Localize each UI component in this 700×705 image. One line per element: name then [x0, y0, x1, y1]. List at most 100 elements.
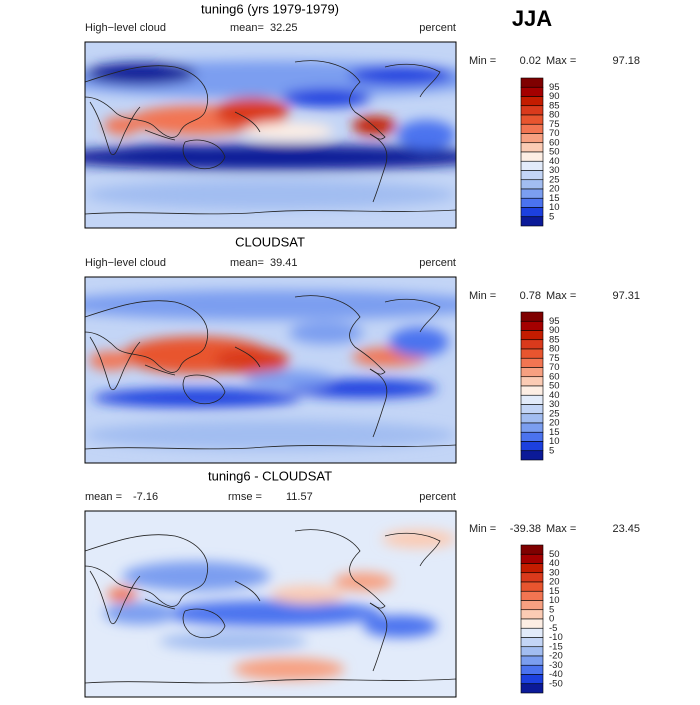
colorbar-box — [520, 216, 544, 227]
variable-label: High−level cloud — [85, 22, 166, 34]
colorbar-box — [520, 683, 544, 694]
cloud-region — [85, 62, 197, 85]
cloud-region — [159, 631, 308, 651]
colorbar-label: 10 — [549, 595, 560, 606]
colorbar-box — [520, 431, 544, 442]
colorbar-box — [520, 86, 544, 97]
colorbar-label: 60 — [549, 371, 560, 382]
colorbar-label: 90 — [549, 91, 560, 102]
colorbar-box — [520, 618, 544, 629]
colorbar-label: 25 — [549, 174, 560, 185]
colorbar-label: -5 — [549, 623, 557, 634]
cloud-region — [103, 602, 178, 625]
map-field — [85, 42, 456, 228]
cloud-region — [396, 120, 456, 150]
min-value: 0.78 — [520, 290, 541, 302]
colorbar-box — [520, 553, 544, 564]
colorbar-label: 40 — [549, 156, 560, 167]
colorbar-label: 85 — [549, 100, 560, 111]
colorbar-label: 75 — [549, 119, 560, 130]
map-field — [85, 277, 456, 463]
colorbar-label: -20 — [549, 651, 563, 662]
cloud-region — [363, 615, 438, 638]
colorbar-box — [520, 609, 544, 620]
colorbar-box — [520, 357, 544, 368]
stat-value: 11.57 — [286, 491, 313, 503]
colorbar-box — [520, 348, 544, 359]
colorbar-box — [520, 563, 544, 574]
colorbar-label: -50 — [549, 678, 563, 689]
colorbar-label: 10 — [549, 436, 560, 447]
colorbar-label: 95 — [549, 82, 560, 93]
map-blobs — [85, 290, 456, 450]
min-label: Min = — [469, 290, 496, 302]
colorbar-label: 70 — [549, 128, 560, 139]
panel: CLOUDSAT High−level cloud mean= 39.41 percen… — [84, 234, 640, 464]
colorbar-box — [520, 339, 544, 350]
max-value: 97.31 — [612, 290, 640, 302]
colorbar-box — [520, 207, 544, 218]
cloud-region — [85, 290, 456, 320]
colorbar-box — [520, 96, 544, 107]
colorbar-box — [520, 404, 544, 415]
cloud-region — [289, 321, 364, 344]
colorbar-box — [520, 590, 544, 601]
colorbar-box — [520, 179, 544, 190]
colorbar-box — [520, 188, 544, 199]
colorbar-label: 90 — [549, 325, 560, 336]
stat-label: mean= — [230, 22, 264, 34]
stat-label: mean = — [85, 491, 122, 503]
colorbar-box — [520, 320, 544, 331]
colorbar-label: 15 — [549, 427, 560, 438]
season-title: JJA — [512, 6, 552, 31]
colorbar-box — [520, 197, 544, 208]
colorbar-label: 40 — [549, 558, 560, 569]
colorbar-label: 5 — [549, 445, 554, 456]
map-frame — [84, 510, 457, 698]
max-label: Max = — [546, 55, 576, 67]
map-frame — [84, 41, 457, 229]
colorbar-label: 70 — [549, 362, 560, 373]
cloud-region — [103, 144, 252, 163]
colorbar-label: 85 — [549, 334, 560, 345]
stat-value: 39.41 — [270, 257, 298, 269]
colorbar-label: -30 — [549, 660, 563, 671]
colorbar-label: 15 — [549, 586, 560, 597]
cloud-region — [103, 116, 141, 135]
colorbar-box — [520, 77, 544, 88]
colorbar-box — [520, 311, 544, 322]
colorbar-box — [520, 330, 544, 341]
cloud-region — [85, 420, 456, 450]
colorbar-label: 30 — [549, 165, 560, 176]
cloud-region — [352, 116, 397, 135]
panel-title: tuning6 (yrs 1979-1979) — [201, 1, 339, 16]
max-label: Max = — [546, 523, 576, 535]
max-value: 97.18 — [612, 55, 640, 67]
units-label: percent — [419, 491, 456, 503]
cloud-region — [107, 587, 137, 603]
colorbar-label: -15 — [549, 641, 563, 652]
colorbar-box — [520, 367, 544, 378]
min-value: 0.02 — [520, 55, 541, 67]
cloud-region — [281, 88, 371, 108]
colorbar-label: 95 — [549, 316, 560, 327]
cloud-region — [214, 347, 290, 374]
colorbar-label: 30 — [549, 567, 560, 578]
panel: tuning6 (yrs 1979-1979) High−level cloud m… — [84, 1, 640, 229]
colorbar-label: 80 — [549, 110, 560, 121]
colorbar-label: 80 — [549, 344, 560, 355]
cloud-region — [233, 657, 345, 681]
colorbar-box — [520, 413, 544, 424]
cloud-region — [389, 327, 449, 357]
colorbar-label: -40 — [549, 669, 563, 680]
cloud-region — [333, 572, 393, 591]
colorbar-label: -10 — [549, 632, 563, 643]
cloud-region — [348, 66, 453, 85]
map-blobs — [85, 60, 456, 210]
min-label: Min = — [469, 55, 496, 67]
colorbar-box — [520, 114, 544, 125]
colorbar-box — [520, 600, 544, 611]
colorbar-label: 0 — [549, 614, 554, 625]
units-label: percent — [419, 22, 456, 34]
